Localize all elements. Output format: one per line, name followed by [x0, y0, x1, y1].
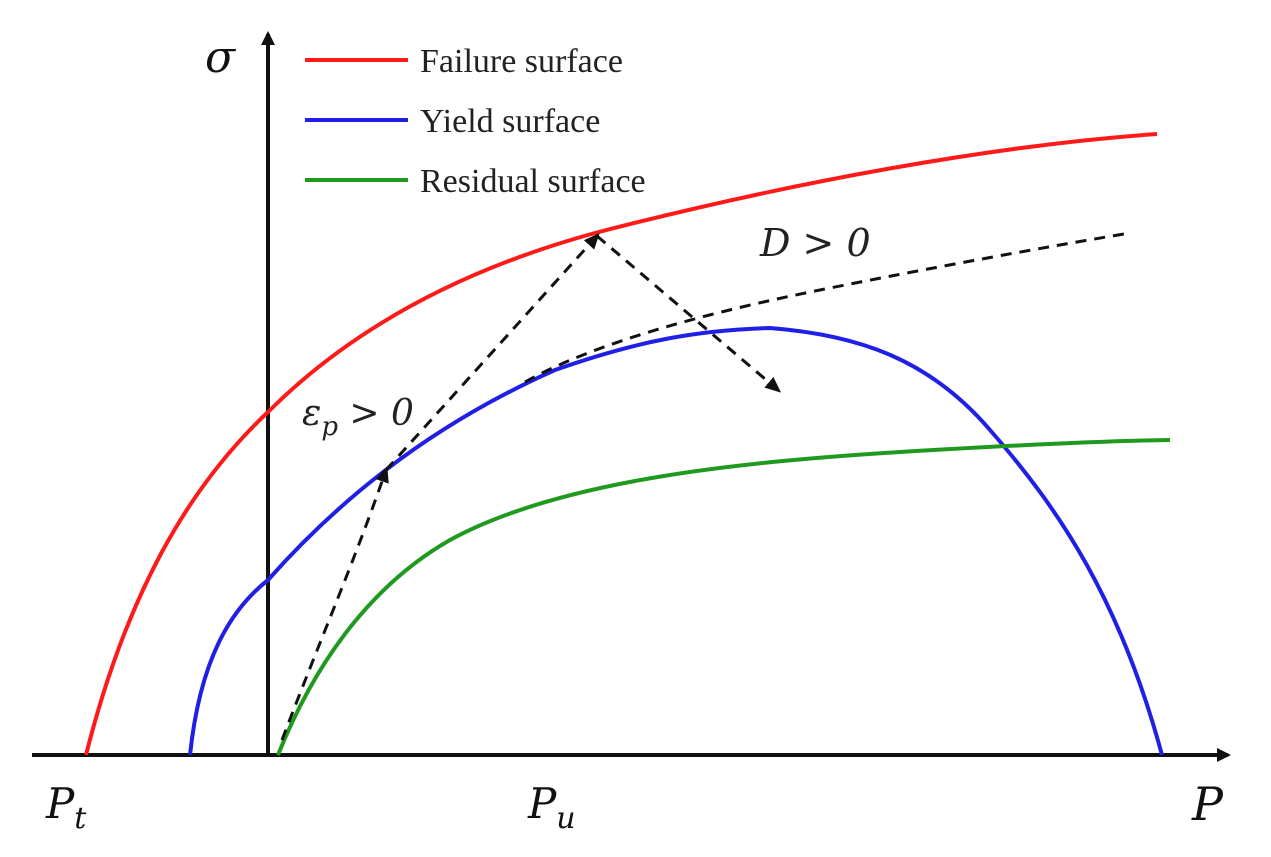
legend-label-residual: Residual surface — [420, 163, 646, 200]
tick-label-pt: Pt — [45, 779, 87, 836]
damaged-yield-surface-curve — [524, 231, 1131, 384]
x-axis-label: P — [1191, 777, 1224, 831]
residual-surface-curve — [276, 438, 1171, 756]
loading-path-arrow — [280, 466, 389, 741]
yield-surface-curve — [188, 325, 1164, 756]
annotation-plastic-strain: εp > 0 — [302, 393, 414, 442]
plastic-path-arrow — [384, 233, 600, 472]
annotation-damage: D > 0 — [759, 221, 871, 265]
legend-label-yield: Yield surface — [420, 103, 600, 140]
tick-label-pu: Pu — [527, 779, 576, 836]
y-axis-label: σ — [205, 32, 237, 83]
failure-surface-curve — [84, 132, 1158, 756]
legend: Failure surface Yield surface Residual s… — [305, 43, 646, 200]
legend-label-failure: Failure surface — [420, 43, 623, 80]
softening-path-arrow — [596, 234, 782, 393]
